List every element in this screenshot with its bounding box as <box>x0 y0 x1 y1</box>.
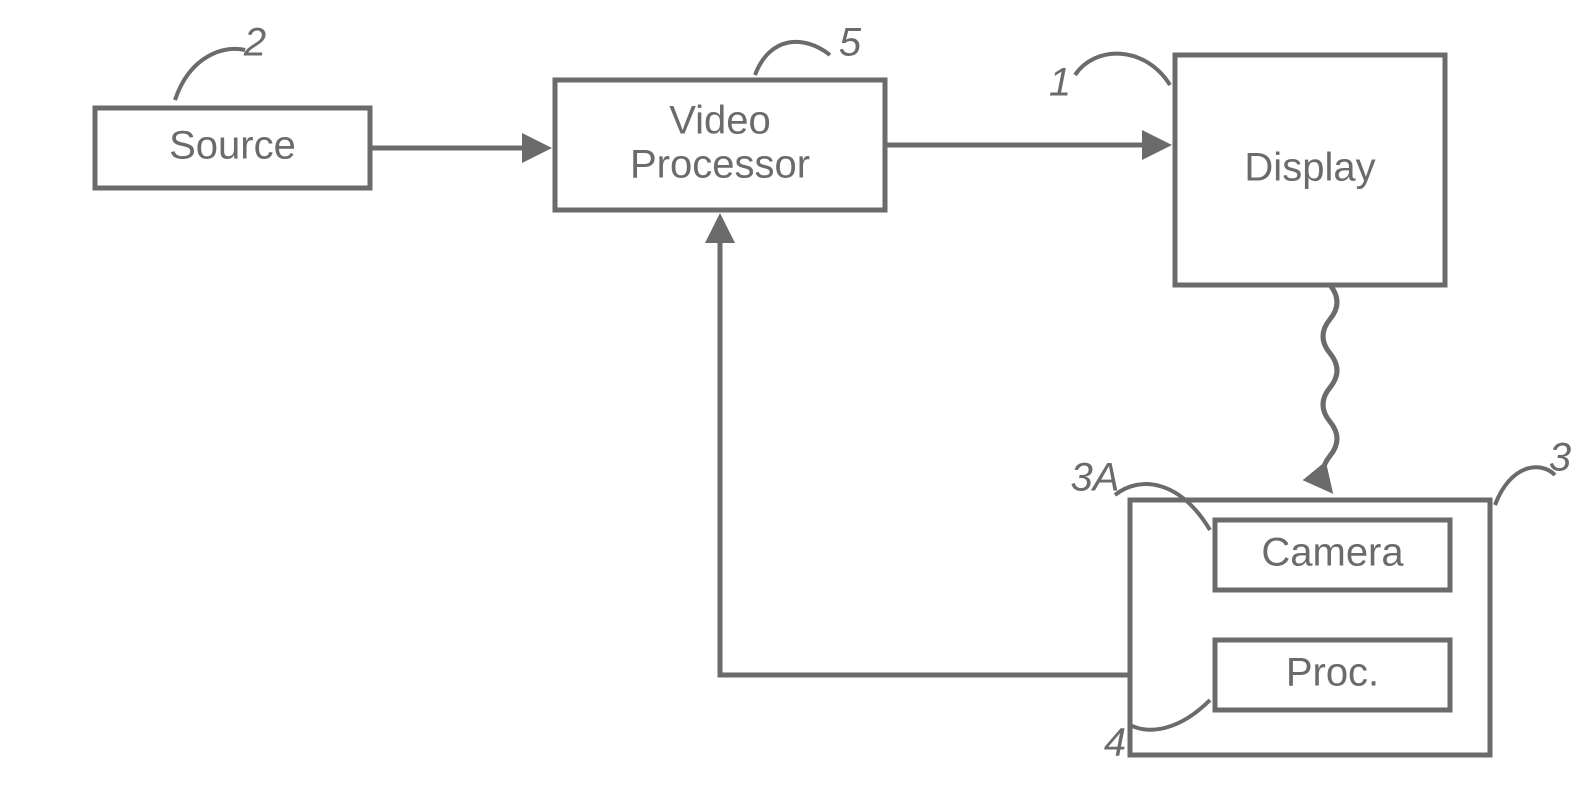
nodes: Source VideoProcessor Display Camera Proc. <box>95 55 1490 755</box>
callout-source <box>175 49 245 100</box>
block-diagram: Source VideoProcessor Display Camera Proc. 2… <box>0 0 1583 793</box>
node-proc: Proc. <box>1215 640 1450 710</box>
callout-display-number: 1 <box>1049 61 1071 105</box>
node-display: Display <box>1175 55 1445 285</box>
node-vproc: VideoProcessor <box>555 80 885 210</box>
node-source-label: Source <box>169 124 296 168</box>
callout-group3-number: 3 <box>1549 436 1571 480</box>
callout-proc-number: 4 <box>1104 721 1126 765</box>
callout-camera-number: 3A <box>1071 456 1120 500</box>
callout-source-number: 2 <box>243 21 266 65</box>
callout-vproc-number: 5 <box>839 21 862 65</box>
node-proc-label: Proc. <box>1286 651 1379 695</box>
node-camera: Camera <box>1215 520 1450 590</box>
callout-group3 <box>1495 467 1555 505</box>
node-vproc-label: Processor <box>630 143 810 187</box>
edge-display-to-group3 <box>1323 285 1337 490</box>
node-camera-label: Camera <box>1261 531 1404 575</box>
node-source: Source <box>95 108 370 188</box>
callout-display <box>1075 54 1170 85</box>
edge-proc-to-vproc <box>720 218 1130 675</box>
callout-vproc <box>755 42 830 75</box>
node-vproc-label: Video <box>669 99 771 143</box>
node-display-label: Display <box>1244 146 1375 190</box>
